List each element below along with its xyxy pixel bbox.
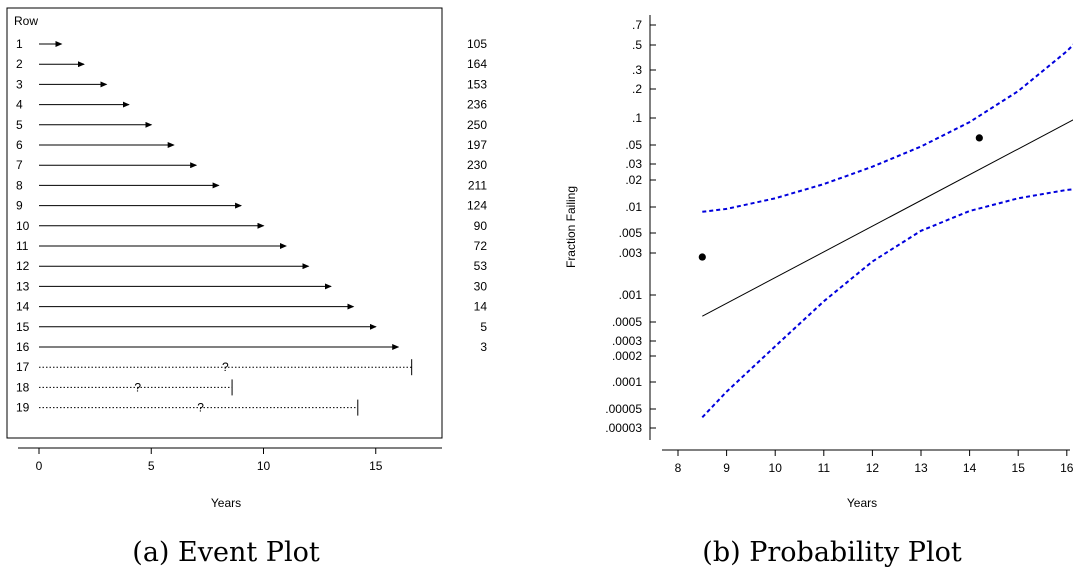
prob-y-tick-label: .3 (632, 63, 642, 77)
event-row-count: 105 (467, 37, 487, 51)
prob-y-tick-label: .5 (632, 38, 642, 52)
event-plot-frame (6, 7, 443, 439)
event-row-count: 230 (467, 158, 487, 172)
prob-y-tick-label: .7 (632, 18, 642, 32)
prob-x-tick-label: 12 (866, 461, 880, 475)
prob-x-ticks: 891011121314151617 (675, 450, 1073, 475)
prob-fit-line (702, 119, 1073, 317)
event-x-tick-label: 10 (257, 459, 271, 473)
prob-x-tick-label: 9 (723, 461, 730, 475)
event-row-label: 5 (16, 118, 23, 132)
prob-y-tick-label: .0003 (612, 334, 642, 348)
prob-y-tick-label: .2 (632, 82, 642, 96)
event-x-tick-label: 5 (148, 459, 155, 473)
prob-y-tick-label: .05 (625, 138, 642, 152)
prob-lower-bound (701, 188, 1073, 418)
event-row-label: 13 (16, 279, 30, 293)
event-row-count: 3 (480, 340, 487, 354)
prob-upper-bound (702, 43, 1073, 213)
event-x-axis-label: Years (211, 496, 241, 510)
event-row-label: 12 (16, 259, 30, 273)
prob-y-tick-label: .01 (625, 200, 642, 214)
event-row-count: 250 (467, 118, 487, 132)
event-row-label: 19 (16, 401, 30, 415)
prob-y-tick-label: .001 (619, 288, 643, 302)
prob-y-tick-label: .003 (619, 246, 643, 260)
event-row-count: 14 (474, 300, 488, 314)
prob-y-tick-label: .0001 (612, 375, 642, 389)
event-row-count: 164 (467, 57, 487, 71)
prob-y-tick-label: .00005 (605, 402, 642, 416)
event-row-count: 30 (474, 279, 488, 293)
event-row-label: 16 (16, 340, 30, 354)
row-header: Row (14, 14, 38, 28)
prob-x-tick-label: 10 (769, 461, 783, 475)
prob-y-tick-label: .005 (619, 226, 643, 240)
event-x-tick-label: 0 (36, 459, 43, 473)
event-interval-mark: ? (134, 380, 141, 394)
event-row-label: 1 (16, 37, 23, 51)
event-row-label: 4 (16, 98, 23, 112)
event-row-label: 6 (16, 138, 23, 152)
event-interval-mark: ? (197, 401, 204, 415)
prob-data-point (975, 134, 983, 142)
prob-y-axis-label: Fraction Failing (564, 186, 578, 268)
prob-y-tick-label: .1 (632, 111, 642, 125)
event-x-axis: 0 5 10 15 (18, 447, 442, 473)
prob-x-axis-label: Years (847, 496, 877, 510)
event-row-label: 8 (16, 178, 23, 192)
prob-y-tick-label: .00003 (605, 421, 642, 435)
event-row-label: 17 (16, 360, 30, 374)
prob-data-point (698, 253, 706, 261)
prob-x-tick-label: 11 (818, 461, 831, 475)
event-row-label: 2 (16, 57, 23, 71)
prob-x-tick-label: 15 (1012, 461, 1026, 475)
prob-y-ticks: .7 .5 .3 .2 .1 .05 .03 .02 .01 .005 .003 .001 .0005.… (605, 18, 656, 435)
event-row-count: 153 (467, 77, 487, 91)
event-row-label: 14 (16, 300, 30, 314)
event-x-tick-label: 15 (369, 459, 383, 473)
prob-y-tick-label: .03 (625, 157, 642, 171)
event-row-count: 53 (474, 259, 488, 273)
prob-y-tick-label: .02 (625, 173, 642, 187)
event-row-label: 10 (16, 219, 30, 233)
event-row-count: 5 (480, 320, 487, 334)
event-row-count: 124 (467, 199, 487, 213)
prob-series (698, 43, 1073, 418)
event-row-label: 15 (16, 320, 30, 334)
event-row-label: 9 (16, 199, 23, 213)
event-row-count: 72 (474, 239, 488, 253)
event-row-count: 197 (467, 138, 487, 152)
prob-y-tick-label: .0005 (612, 315, 642, 329)
prob-x-tick-label: 14 (963, 461, 977, 475)
event-row-count: 90 (474, 219, 488, 233)
event-row-count: 211 (468, 178, 487, 192)
prob-x-tick-label: 8 (675, 461, 682, 475)
event-plot-caption: (a) Event Plot (132, 537, 320, 568)
prob-x-tick-label: 16 (1060, 461, 1073, 475)
prob-x-tick-label: 13 (914, 461, 928, 475)
event-row-count: 236 (467, 98, 487, 112)
event-interval-mark: ? (222, 360, 229, 374)
prob-y-tick-label: .0002 (612, 349, 642, 363)
event-row-label: 3 (16, 77, 23, 91)
probability-plot: .7 .5 .3 .2 .1 .05 .03 .02 .01 .005 .003 .001 .0005.… (564, 15, 1073, 568)
prob-plot-caption: (b) Probability Plot (702, 537, 962, 568)
event-row-label: 11 (16, 239, 29, 253)
event-row-label: 18 (16, 380, 30, 394)
event-row-label: 7 (16, 158, 23, 172)
